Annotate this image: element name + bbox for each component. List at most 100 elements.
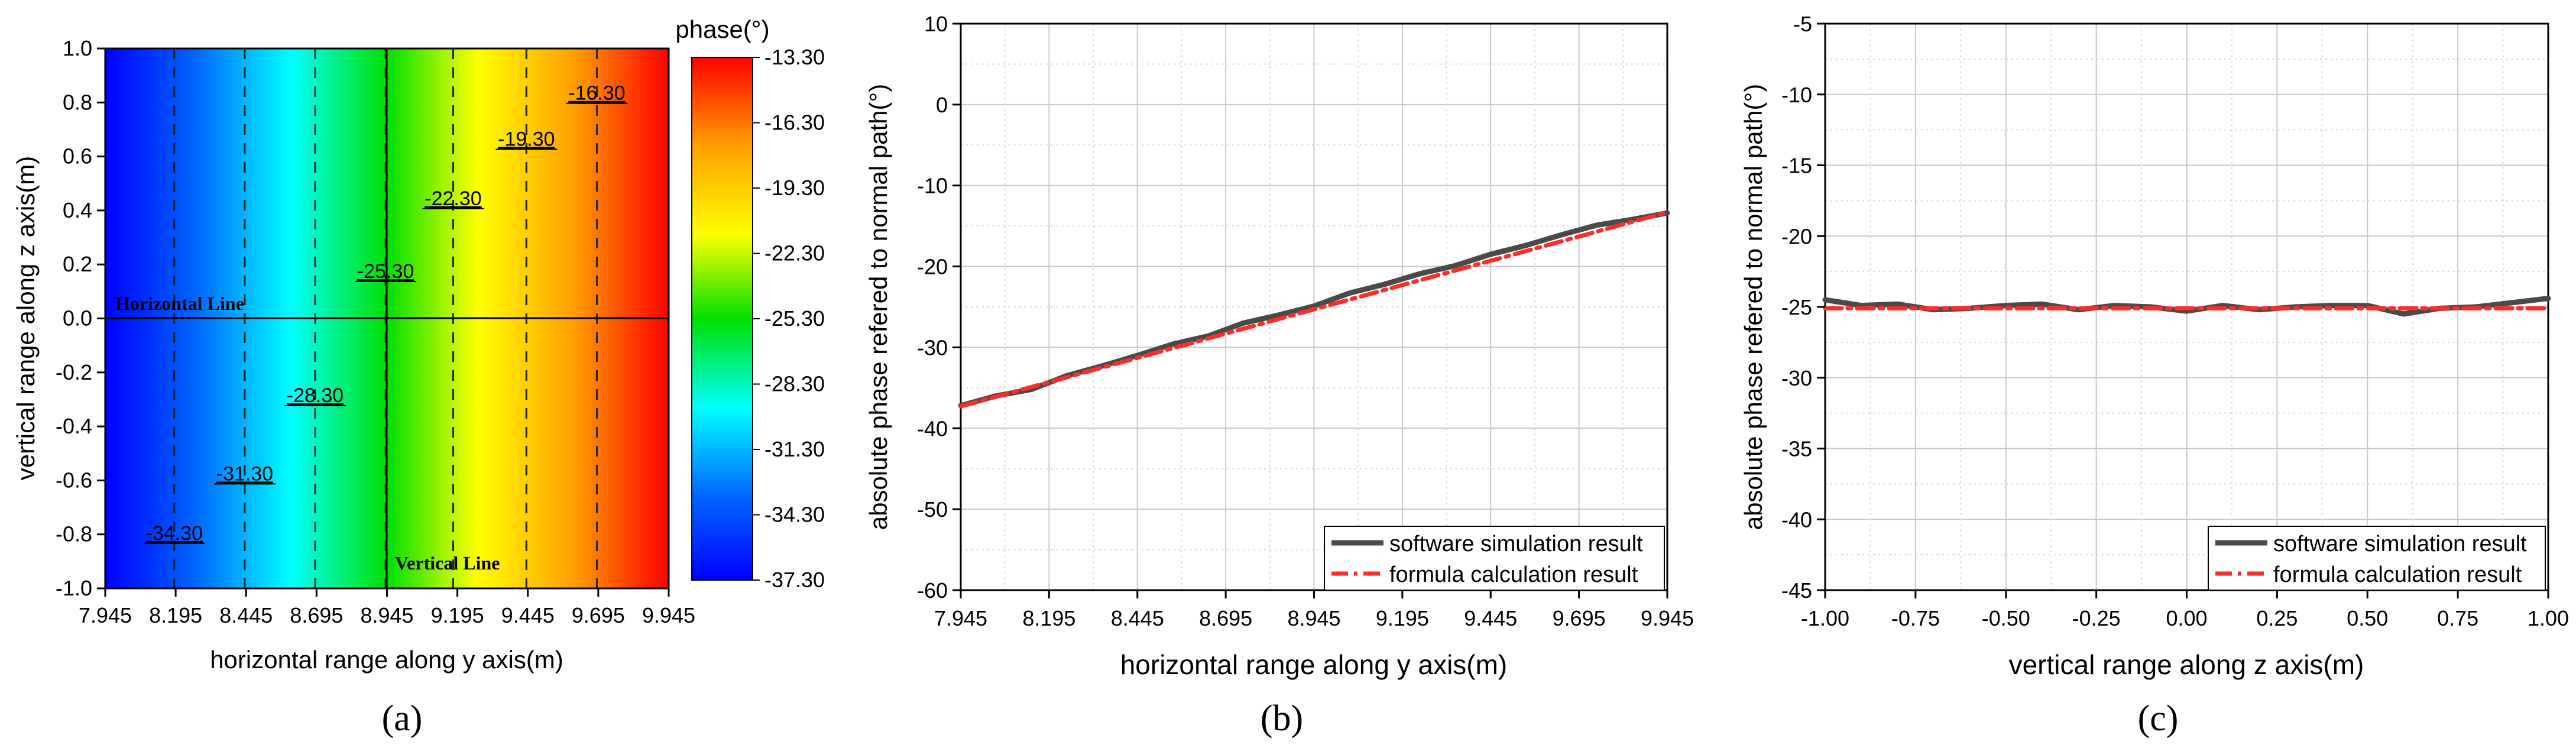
y-axis-ticks: -1.0 -0.8 -0.6 -0.4 -0.2 0.0 0.2 0.4 0.6 0.8 1.0: [56, 36, 105, 600]
caption-a: (a): [382, 698, 423, 739]
x-axis-ticks: 7.945 8.195 8.445 8.695 8.945 9.195 9.445 9.695…: [934, 590, 1694, 630]
panel-c: -1.00 -0.75 -0.50 -0.25 0.00 0.25 0.50 0.75 1.00…: [1739, 12, 2569, 739]
grid: [961, 24, 1667, 590]
x-axis-ticks: -1.00 -0.75 -0.50 -0.25 0.00 0.25 0.50 0.75 1.00: [1801, 590, 2569, 630]
series-layer: [958, 210, 1670, 409]
colorbar-tick-label: -37.30: [764, 568, 825, 592]
x-tick-label: -0.75: [1891, 606, 1940, 630]
panel-a: -34.30 -31.30 -28.30 -25.30 -22.30 -19.30 -16.…: [12, 15, 825, 739]
y-tick-label: -0.8: [56, 522, 92, 546]
x-tick-label: 0.50: [2347, 606, 2388, 630]
colorbar-tick-label: -19.30: [764, 176, 825, 200]
contour-label: -22.30: [425, 187, 481, 210]
contour-label: -31.30: [216, 462, 273, 485]
x-tick-label: 8.695: [290, 603, 343, 627]
y-tick-label: 0.8: [63, 90, 92, 114]
x-tick-label: -0.50: [1982, 606, 2030, 630]
x-tick-label: 8.195: [149, 603, 202, 627]
y-tick-label: -5: [1793, 12, 1812, 36]
y-axis-ticks: -5 -10 -15 -20 -25 -30 -35 -40 -45: [1781, 12, 1825, 603]
y-tick-label: -40: [1781, 507, 1812, 532]
y-tick-label: -1.0: [56, 576, 92, 600]
x-tick-label: 9.195: [1376, 606, 1429, 630]
horizontal-line-label: Horizontal Line: [115, 293, 244, 314]
y-tick-label: -30: [1781, 366, 1812, 390]
legend-box: [1324, 526, 1665, 591]
y-tick-label: 0.6: [63, 144, 92, 169]
series-line-formula: [958, 210, 1670, 409]
colorbar-tick-label: -28.30: [764, 372, 825, 396]
legend-box: [2208, 526, 2546, 591]
x-tick-label: 8.195: [1022, 606, 1075, 630]
x-tick-label: 8.945: [1287, 606, 1340, 630]
x-tick-label: 1.00: [2528, 606, 2569, 630]
colorbar-ticks: -13.30 -16.30 -19.30 -22.30 -25.30 -28.30 -31.…: [753, 45, 825, 592]
y-tick-label: 0.0: [63, 306, 92, 331]
vertical-line-label: Vertical Line: [395, 552, 500, 574]
contour-label: -34.30: [146, 522, 203, 545]
x-tick-label: 8.695: [1199, 606, 1252, 630]
panel-b: 7.945 8.195 8.445 8.695 8.945 9.195 9.445 9.695…: [864, 12, 1694, 739]
series-layer: [1822, 296, 2551, 317]
y-tick-label: -20: [917, 255, 948, 279]
x-tick-label: 0.25: [2256, 606, 2298, 630]
x-tick-label: 9.945: [642, 603, 695, 627]
x-axis-title: vertical range along z axis(m): [2009, 649, 2364, 680]
x-axis-title: horizontal range along y axis(m): [210, 646, 563, 674]
colorbar: [691, 57, 753, 581]
colorbar-tick-label: -16.30: [764, 111, 825, 135]
contour-label: -19.30: [498, 128, 555, 150]
y-axis-title: vertical range along z axis(m): [12, 156, 40, 481]
x-tick-label: -0.25: [2072, 606, 2121, 630]
y-axis-title: absolute phase refered to normal path(°): [864, 84, 892, 530]
y-tick-label: -25: [1781, 295, 1812, 319]
y-tick-label: -50: [917, 497, 948, 522]
y-tick-label: -40: [917, 416, 948, 441]
colorbar-tick-label: -22.30: [764, 241, 825, 266]
colorbar-tick-label: -25.30: [764, 306, 825, 331]
y-tick-label: -20: [1781, 224, 1812, 248]
y-tick-label: -10: [917, 174, 948, 198]
caption-b: (b): [1261, 698, 1303, 739]
x-tick-label: 7.945: [934, 606, 987, 630]
legend-label-simulation: software simulation result: [2273, 532, 2527, 556]
y-axis-ticks: 10 0 -10 -20 -30 -40 -50 -60: [917, 12, 961, 603]
x-axis-ticks: 7.945 8.195 8.445 8.695 8.945 9.195 9.445 9.695…: [79, 588, 695, 627]
y-tick-label: -0.6: [56, 468, 92, 492]
legend-label-formula: formula calculation result: [1389, 562, 1638, 587]
x-tick-label: 9.195: [431, 603, 484, 627]
caption-c: (c): [2138, 698, 2179, 739]
colorbar-tick-label: -31.30: [764, 437, 825, 461]
x-tick-label: -1.00: [1801, 606, 1849, 630]
legend-label-simulation: software simulation result: [1389, 532, 1643, 556]
colorbar-tick-label: -34.30: [764, 503, 825, 527]
legend: software simulation result formula calcu…: [1324, 526, 1665, 591]
x-tick-label: 9.445: [501, 603, 555, 627]
legend: software simulation result formula calcu…: [2208, 526, 2546, 591]
y-tick-label: -15: [1781, 154, 1812, 178]
y-tick-label: -35: [1781, 437, 1812, 461]
y-tick-label: 1.0: [63, 36, 92, 60]
y-tick-label: -0.4: [56, 414, 92, 438]
x-tick-label: 0.75: [2437, 606, 2478, 630]
colorbar-tick-label: -13.30: [764, 45, 825, 69]
x-tick-label: 9.695: [1553, 606, 1606, 630]
x-tick-label: 0.00: [2166, 606, 2207, 630]
x-tick-label: 8.945: [360, 603, 413, 627]
contour-label: -28.30: [287, 384, 344, 407]
x-tick-label: 8.445: [219, 603, 273, 627]
y-axis-title: absolute phase refered to normal path(°): [1739, 84, 1767, 530]
y-tick-label: 0.2: [63, 252, 92, 276]
y-tick-label: -30: [917, 335, 948, 360]
y-tick-label: -0.2: [56, 360, 92, 384]
x-tick-label: 9.445: [1464, 606, 1517, 630]
y-tick-label: 0.4: [63, 198, 92, 222]
y-tick-label: -45: [1781, 578, 1812, 603]
y-tick-label: 0: [936, 93, 948, 117]
contour-label: -25.30: [357, 260, 414, 283]
y-tick-label: -10: [1781, 83, 1812, 107]
y-tick-label: -60: [917, 578, 948, 603]
contour-label: -16.30: [568, 82, 625, 105]
x-tick-label: 8.445: [1111, 606, 1164, 630]
